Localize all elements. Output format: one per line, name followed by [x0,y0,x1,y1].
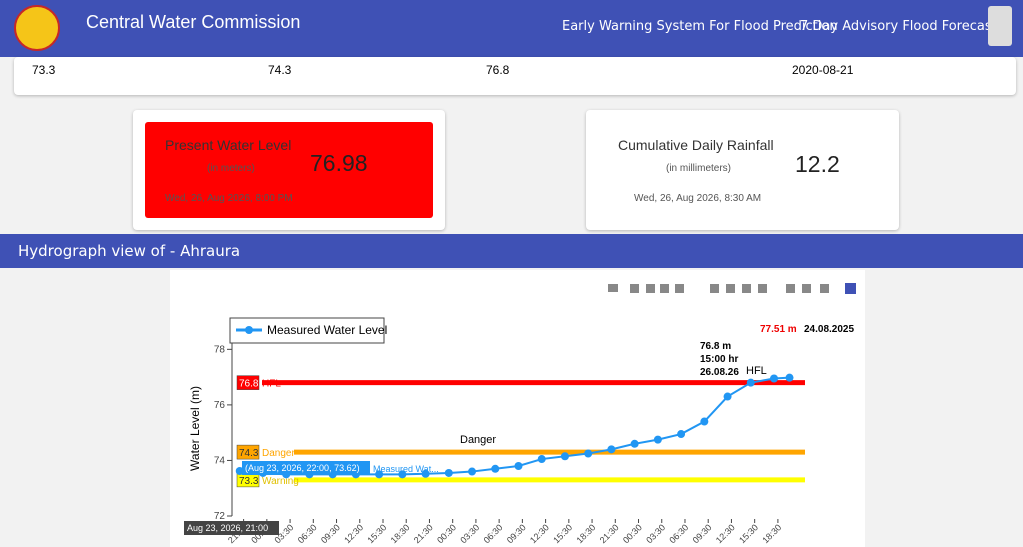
hydrograph: Water Level (m)7274767821:3000:3003:3006… [170,270,865,547]
y-tick-label: 72 [214,511,226,522]
card-unit: (in meters) [207,163,255,174]
hover-x: Aug 23, 2026, 21:00 [187,523,268,533]
data-point [607,445,616,454]
nav-link[interactable]: 7 Day Advisory Flood Forecast [800,19,997,34]
card-value: 76.98 [310,150,368,176]
header: Central Water Commission Early Warning S… [0,0,1023,57]
data-point [723,392,732,401]
peak-note: 26.08.26 [700,367,739,378]
legend-marker [245,326,253,334]
data-point [630,439,639,448]
cell: 73.3 [32,63,56,77]
site-title: Central Water Commission [86,12,301,32]
y-tick-label: 78 [214,344,226,355]
card-unit: (in millimeters) [666,163,731,174]
cell: 74.3 [268,63,292,77]
data-point [560,452,569,461]
data-point [235,467,244,475]
chart-bg [170,270,865,547]
cell: 2020-08-21 [792,63,854,77]
rain-card: Cumulative Daily Rainfall (in millimeter… [586,110,899,230]
data-point [444,468,453,477]
section-title: Hydrograph view of - Ahraura [18,242,241,260]
peak-note: 15:00 hr [700,354,738,365]
level-panel: Present Water Level (in meters) 76.98 We… [145,122,433,218]
record-date: 24.08.2025 [804,324,854,335]
threshold-tag [236,375,260,390]
threshold-value: 73.3 [239,476,259,487]
level-card: Present Water Level (in meters) 76.98 We… [133,110,445,230]
record-value: 77.51 m [760,324,797,335]
hover-point: (Aug 23, 2026, 22:00, 73.62) [245,463,360,473]
data-point [584,449,593,458]
nav-link[interactable]: Early Warning System For Flood Predictio… [562,19,838,34]
data-point [375,470,384,479]
hover-x-box [184,521,279,535]
threshold-value: 76.8 [239,379,259,390]
modebar [608,283,856,294]
legend-box [229,317,385,344]
y-tick-label: 74 [214,455,226,466]
data-point [677,430,686,439]
card-value: 12.2 [795,151,840,177]
peak-note: 76.8 m [700,341,731,352]
hover-trace: Measured Wat... [373,464,439,474]
threshold-name: Danger [262,448,295,459]
data-point [653,435,662,444]
card-time: Wed, 26, Aug 2026, 8:00 PM [165,193,293,204]
section-bar: Hydrograph view of - Ahraura [0,234,1023,268]
threshold-tag [236,444,260,460]
threshold-name: HFL [262,379,281,390]
data-point [398,470,407,479]
logo [14,5,60,51]
table-card: 73.3 74.3 76.8 2020-08-21 [14,57,1016,95]
y-tick-label: 76 [214,400,226,411]
hfl-label: HFL [746,365,767,377]
card-time: Wed, 26, Aug 2026, 8:30 AM [634,193,762,204]
cell: 76.8 [486,63,510,77]
data-point [537,455,546,464]
hover-box [242,461,370,475]
card-title: Cumulative Daily Rainfall [618,137,774,153]
data-point [770,374,779,383]
data-point [421,469,430,478]
threshold-name: Warning [262,476,299,487]
legend-label: Measured Water Level [267,323,387,337]
data-point [514,462,523,470]
threshold-value: 74.3 [239,448,259,459]
data-point [468,467,477,476]
data-point [700,417,709,426]
danger-label: Danger [460,434,496,446]
card-title: Present Water Level [165,137,292,153]
data-point [491,464,500,473]
data-point [785,373,794,382]
emblem [988,6,1012,46]
data-point [746,378,755,387]
y-axis-title: Water Level (m) [188,386,202,471]
